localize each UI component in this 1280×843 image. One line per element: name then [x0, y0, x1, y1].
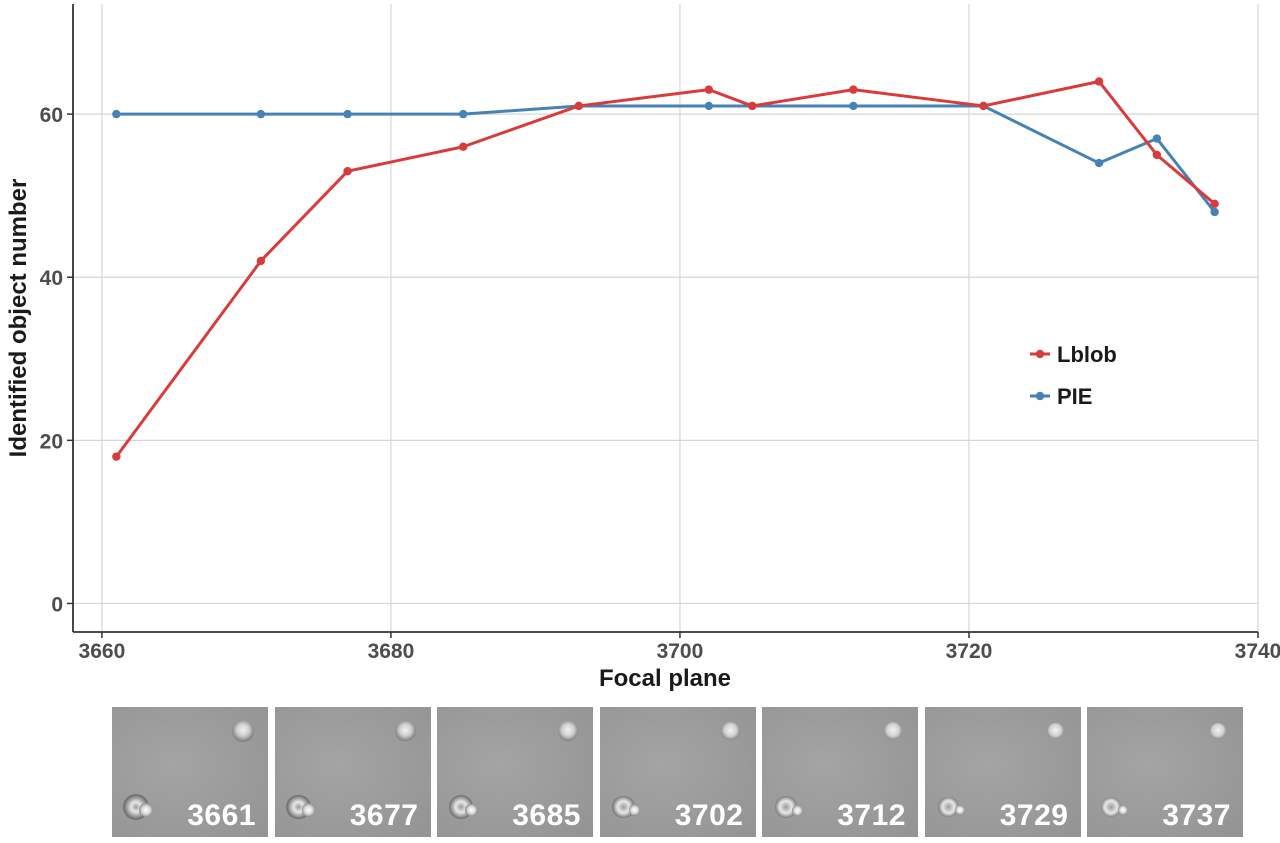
- legend-item-pie: PIE: [1030, 384, 1092, 409]
- data-point-pie: [849, 101, 858, 111]
- particle-image: [1100, 796, 1122, 818]
- data-point-lblob: [979, 101, 988, 111]
- y-tick-label: 60: [40, 104, 63, 127]
- thumbnail-focal-plane-label: 3661: [187, 799, 256, 832]
- focal-plane-thumbnail: 3729: [924, 707, 1081, 837]
- legend-marker: [1035, 349, 1045, 359]
- focal-plane-thumbnail: 3685: [437, 707, 593, 837]
- legend-label: PIE: [1057, 384, 1092, 409]
- data-point-lblob: [458, 142, 468, 151]
- particle-image: [558, 721, 578, 741]
- y-tick-label: 40: [40, 267, 63, 290]
- particle-image: [232, 720, 254, 742]
- thumbnail-focal-plane-label: 3685: [512, 799, 581, 832]
- data-point-lblob: [748, 101, 757, 111]
- thumbnail-focal-plane-label: 3712: [837, 799, 906, 832]
- particle-image: [395, 720, 416, 742]
- data-point-lblob: [704, 85, 714, 94]
- x-tick-label: 3720: [946, 640, 993, 663]
- legend-marker: [1035, 391, 1045, 401]
- y-axis-title: Identified object number: [5, 179, 32, 458]
- y-tick-label: 20: [40, 430, 63, 453]
- x-tick-label: 3740: [1235, 640, 1280, 663]
- data-point-lblob: [1152, 150, 1162, 160]
- data-point-pie: [343, 109, 352, 119]
- x-axis-title: Focal plane: [599, 665, 731, 692]
- data-point-lblob: [1094, 77, 1104, 86]
- particle-image: [884, 722, 902, 740]
- series-line-pie: [116, 104, 1216, 213]
- x-tick-label: 3660: [79, 640, 126, 663]
- particle-image: [628, 804, 641, 816]
- axes: 3660 3680 3700 3720 3740 0 20 40 60: [40, 4, 1280, 663]
- particle-image: [465, 803, 478, 817]
- particle-image: [302, 803, 316, 817]
- series-pie: [112, 101, 1219, 217]
- focal-plane-thumbnail: 3712: [762, 707, 918, 837]
- y-tick-label: 0: [51, 593, 63, 616]
- particle-image: [954, 804, 966, 816]
- data-point-lblob: [343, 166, 352, 176]
- legend-item-lblob: Lblob: [1030, 342, 1117, 367]
- line-chart: 3660 3680 3700 3720 3740 0 20 40 60 Lblob PIE Foc…: [5, 4, 1280, 692]
- particle-image: [139, 803, 153, 817]
- thumbnail-focal-plane-label: 3677: [349, 799, 419, 832]
- series-lines: [112, 77, 1219, 461]
- data-point-pie: [112, 109, 121, 119]
- data-point-pie: [1152, 134, 1162, 143]
- thumbnail-focal-plane-label: 3702: [674, 799, 744, 832]
- focal-plane-thumbnail: 3702: [599, 707, 756, 837]
- x-tick-label: 3700: [657, 640, 704, 663]
- focal-plane-thumbnail: 3737: [1087, 707, 1243, 837]
- data-point-pie: [256, 109, 266, 119]
- data-point-pie: [1094, 158, 1104, 168]
- data-point-lblob: [112, 452, 121, 461]
- data-point-pie: [458, 109, 468, 119]
- gridlines: [73, 4, 1259, 632]
- data-point-pie: [1210, 207, 1219, 217]
- particle-image: [775, 796, 797, 818]
- particle-image: [1047, 722, 1064, 740]
- series-lblob: [112, 77, 1219, 461]
- x-tick-label: 3680: [368, 640, 415, 663]
- legend-label: Lblob: [1057, 342, 1117, 367]
- particle-image: [792, 804, 803, 816]
- particle-image: [1209, 722, 1227, 740]
- legend: Lblob PIE: [1030, 342, 1117, 409]
- particle-image: [1117, 804, 1128, 816]
- focal-plane-thumbnail: 3677: [274, 707, 431, 837]
- data-point-pie: [704, 101, 714, 111]
- data-point-lblob: [849, 85, 858, 94]
- focal-plane-thumbnail: 3661: [112, 707, 268, 837]
- data-point-lblob: [574, 101, 583, 111]
- thumbnail-focal-plane-label: 3729: [999, 799, 1069, 832]
- particle-image: [938, 796, 959, 818]
- particle-image: [721, 721, 740, 741]
- data-point-lblob: [256, 256, 266, 266]
- thumbnail-focal-plane-label: 3737: [1162, 799, 1231, 832]
- series-line-lblob: [115, 79, 1216, 458]
- data-point-lblob: [1210, 199, 1219, 209]
